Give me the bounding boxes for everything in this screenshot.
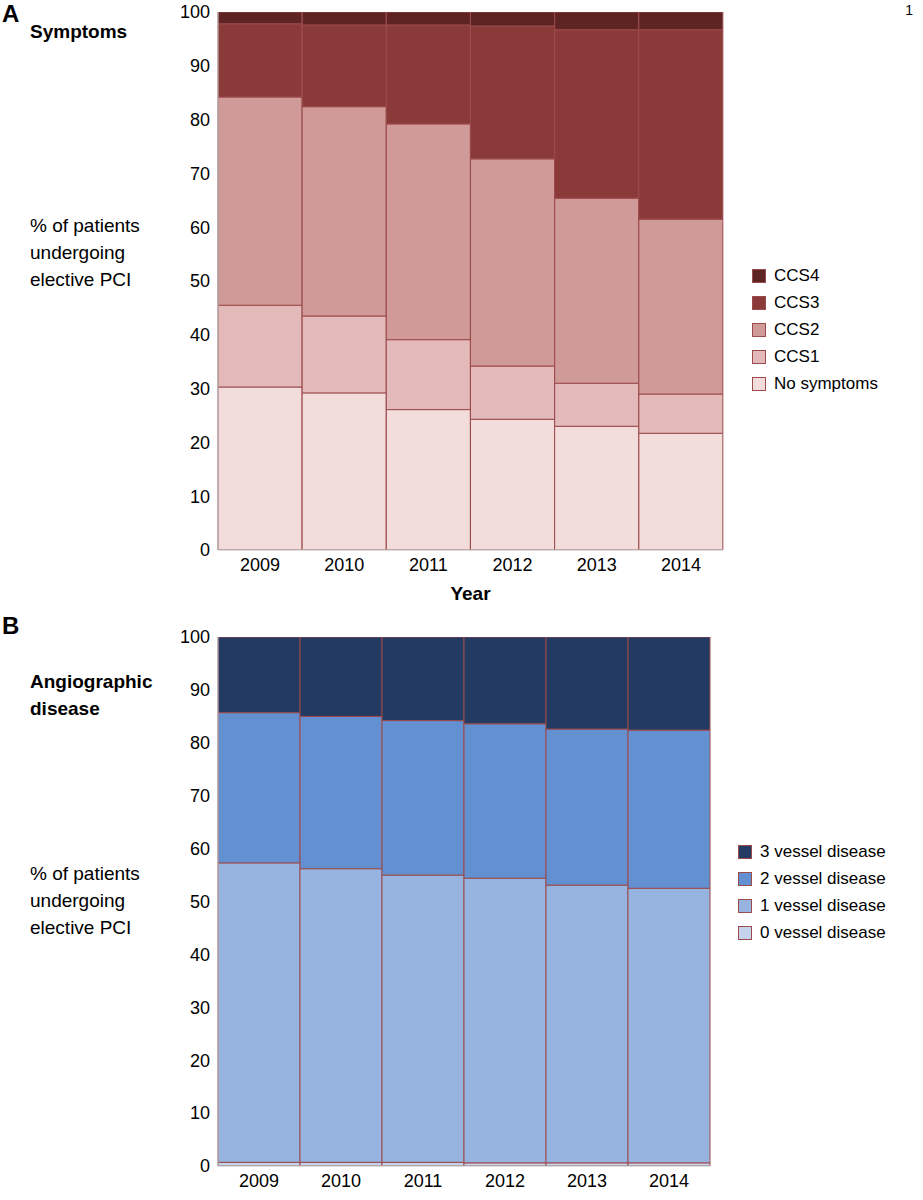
html-text:1 vessel disease: 1 vessel disease	[760, 895, 886, 915]
svg-text:80: 80	[190, 110, 210, 130]
svg-text:40: 40	[190, 945, 210, 965]
svg-text:30: 30	[190, 379, 210, 399]
svg-text:80: 80	[190, 733, 210, 753]
svg-text:20: 20	[190, 433, 210, 453]
svg-text:100: 100	[180, 627, 210, 647]
svg-text:10: 10	[190, 487, 210, 507]
html-text:B: B	[2, 612, 20, 639]
svg-text:2011: 2011	[404, 1171, 443, 1191]
html-text:2 vessel disease: 2 vessel disease	[760, 868, 886, 888]
html-text:CCS4: CCS4	[774, 265, 820, 285]
html-text:% of patients undergoing elect: % of patients undergoing elective PCI	[30, 215, 140, 290]
svg-text:10: 10	[190, 1103, 210, 1123]
svg-text:90: 90	[190, 680, 210, 700]
svg-text:2014: 2014	[649, 1171, 689, 1191]
svg-text:0: 0	[200, 540, 210, 560]
svg-text:2013: 2013	[567, 1171, 607, 1191]
html-text:3 vessel disease: 3 vessel disease	[760, 841, 886, 861]
svg-text:2012: 2012	[485, 1171, 525, 1191]
html-text:No symptoms: No symptoms	[774, 373, 878, 393]
html-text:0 vessel disease: 0 vessel disease	[760, 922, 886, 942]
svg-text:30: 30	[190, 998, 210, 1018]
svg-text:60: 60	[190, 839, 210, 859]
svg-text:50: 50	[190, 892, 210, 912]
svg-text:2010: 2010	[324, 555, 364, 575]
svg-text:0: 0	[200, 1156, 210, 1176]
html-text:CCS2: CCS2	[774, 319, 820, 339]
html-text:CCS3: CCS3	[774, 292, 820, 312]
svg-text:Year: Year	[450, 583, 491, 600]
svg-text:20: 20	[190, 1051, 210, 1071]
svg-text:70: 70	[190, 786, 210, 806]
html-text:Symptoms: Symptoms	[30, 21, 128, 42]
svg-text:40: 40	[190, 325, 210, 345]
svg-text:100: 100	[180, 2, 210, 22]
svg-text:60: 60	[190, 218, 210, 238]
svg-text:2012: 2012	[493, 555, 533, 575]
svg-text:70: 70	[190, 164, 210, 184]
html-text:Angiographic disease: Angiographic disease	[30, 671, 153, 719]
svg-text:2010: 2010	[321, 1171, 361, 1191]
svg-text:2013: 2013	[577, 555, 617, 575]
svg-text:2009: 2009	[240, 555, 280, 575]
svg-text:2009: 2009	[239, 1171, 279, 1191]
svg-text:2014: 2014	[661, 555, 701, 575]
html-text:% of patients undergoing elect: % of patients undergoing elective PCI	[30, 863, 140, 938]
svg-text:2011: 2011	[409, 555, 448, 575]
html-text:CCS1: CCS1	[774, 346, 820, 366]
html-text:A: A	[2, 0, 20, 27]
svg-text:90: 90	[190, 56, 210, 76]
html-text:1: 1	[905, 2, 913, 18]
svg-text:50: 50	[190, 271, 210, 291]
